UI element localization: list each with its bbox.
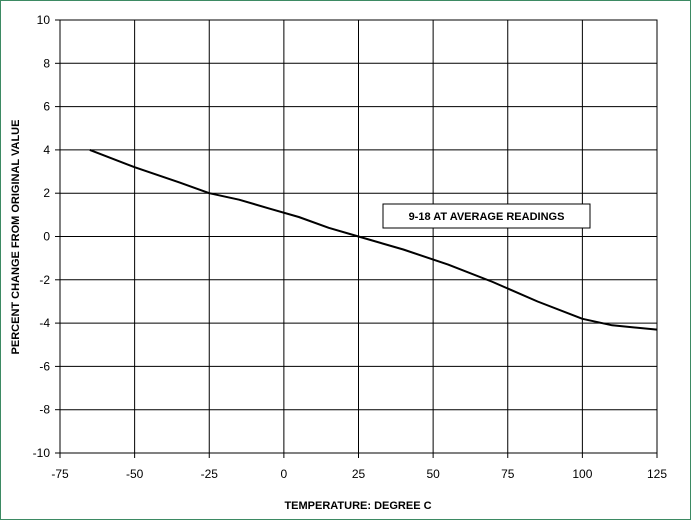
x-tick-label: 25 <box>352 467 366 481</box>
x-tick-label: -75 <box>51 467 69 481</box>
y-tick-label: 4 <box>43 143 50 157</box>
y-tick-label: -8 <box>39 403 50 417</box>
y-axis-title: PERCENT CHANGE FROM ORIGINAL VALUE <box>10 120 22 355</box>
y-tick-label: -2 <box>39 273 50 287</box>
x-tick-label: 125 <box>647 467 667 481</box>
y-tick-label: -10 <box>33 446 51 460</box>
y-tick-label: 8 <box>43 56 50 70</box>
y-tick-label: 10 <box>37 13 51 27</box>
series-line <box>89 148 658 331</box>
y-tick-label: -6 <box>39 359 50 373</box>
x-tick-label: 75 <box>501 467 515 481</box>
annotation-box <box>382 203 591 229</box>
x-tick-label: -50 <box>126 467 144 481</box>
x-tick-label: 0 <box>281 467 288 481</box>
y-tick-label: -4 <box>39 316 50 330</box>
y-tick-label: 0 <box>43 230 50 244</box>
x-tick-label: -25 <box>201 467 219 481</box>
y-tick-label: 6 <box>43 100 50 114</box>
x-tick-label: 50 <box>426 467 440 481</box>
x-tick-label: 100 <box>572 467 592 481</box>
y-tick-label: 2 <box>43 186 50 200</box>
x-axis-title: TEMPERATURE: DEGREE C <box>284 500 431 512</box>
annotation-label: 9-18 AT AVERAGE READINGS <box>409 211 565 223</box>
